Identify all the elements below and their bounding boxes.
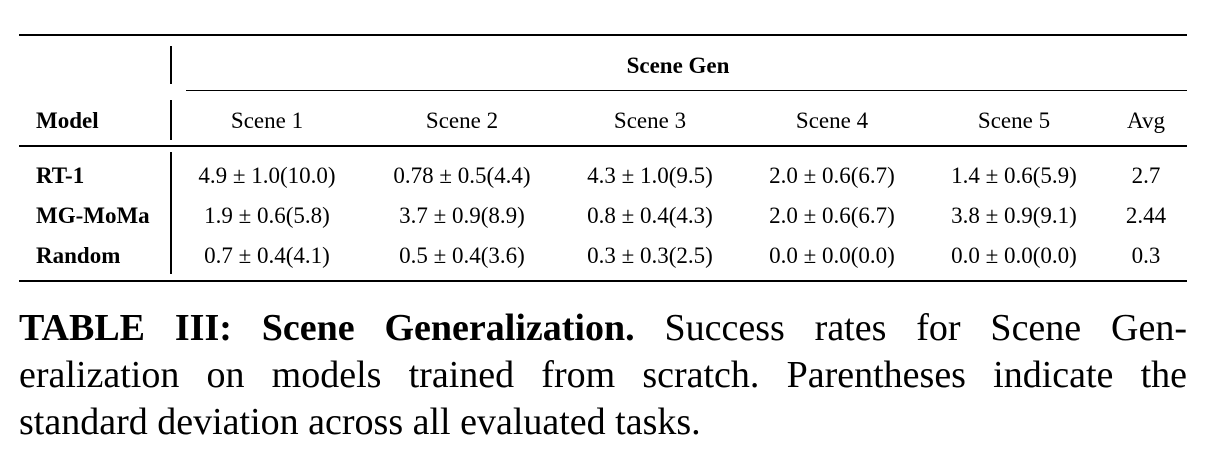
caption-line-1-text: Success rates for Scene Gen-: [664, 307, 1187, 349]
cell-value: 0.5 ± 0.4(3.6): [399, 243, 525, 268]
row-model-label: Random: [36, 243, 121, 268]
caption-label: TABLE III: Scene Generalization.: [19, 307, 635, 349]
caption-line-3: standard deviation across all evaluated …: [19, 401, 701, 443]
cell-avg: 0.3: [1131, 243, 1161, 268]
group-header-scene-gen: Scene Gen: [626, 53, 730, 78]
cell-value: 3.7 ± 0.9(8.9): [399, 203, 525, 228]
row-model-label: RT-1: [36, 163, 85, 188]
column-header-scene-3: Scene 3: [613, 108, 687, 133]
cell-avg: 2.7: [1131, 163, 1161, 188]
group-header-underline: [186, 90, 1187, 92]
table-bottom-rule: [19, 280, 1187, 282]
cell-value: 1.9 ± 0.6(5.8): [204, 203, 330, 228]
row-model-label: MG-MoMa: [36, 203, 150, 228]
header-vertical-rule-top: [170, 46, 172, 84]
cell-value: 4.3 ± 1.0(9.5): [587, 163, 713, 188]
column-header-scene-5: Scene 5: [977, 108, 1051, 133]
caption-line-2: eralization on models trained from scrat…: [19, 354, 1187, 396]
column-header-avg: Avg: [1127, 108, 1165, 133]
cell-value: 2.0 ± 0.6(6.7): [769, 203, 895, 228]
header-vertical-rule-bottom: [170, 100, 172, 140]
cell-value: 0.8 ± 0.4(4.3): [587, 203, 713, 228]
cell-avg: 2.44: [1125, 203, 1167, 228]
cell-value: 0.78 ± 0.5(4.4): [393, 163, 531, 188]
cell-value: 2.0 ± 0.6(6.7): [769, 163, 895, 188]
table-caption: TABLE III: Scene Generalization. Success…: [19, 305, 1187, 446]
cell-value: 0.0 ± 0.0(0.0): [769, 243, 895, 268]
cell-value: 0.3 ± 0.3(2.5): [587, 243, 713, 268]
header-bottom-rule: [19, 145, 1187, 147]
column-header-model: Model: [36, 108, 99, 133]
cell-value: 1.4 ± 0.6(5.9): [951, 163, 1077, 188]
cell-value: 4.9 ± 1.0(10.0): [198, 163, 336, 188]
body-vertical-rule: [170, 152, 172, 274]
table-top-rule: [19, 34, 1187, 36]
cell-value: 3.8 ± 0.9(9.1): [951, 203, 1077, 228]
caption-line-1: TABLE III: Scene Generalization. Success…: [19, 305, 1187, 352]
column-header-scene-1: Scene 1: [230, 108, 304, 133]
column-header-scene-4: Scene 4: [795, 108, 869, 133]
column-header-scene-2: Scene 2: [425, 108, 499, 133]
cell-value: 0.0 ± 0.0(0.0): [951, 243, 1077, 268]
cell-value: 0.7 ± 0.4(4.1): [204, 243, 330, 268]
